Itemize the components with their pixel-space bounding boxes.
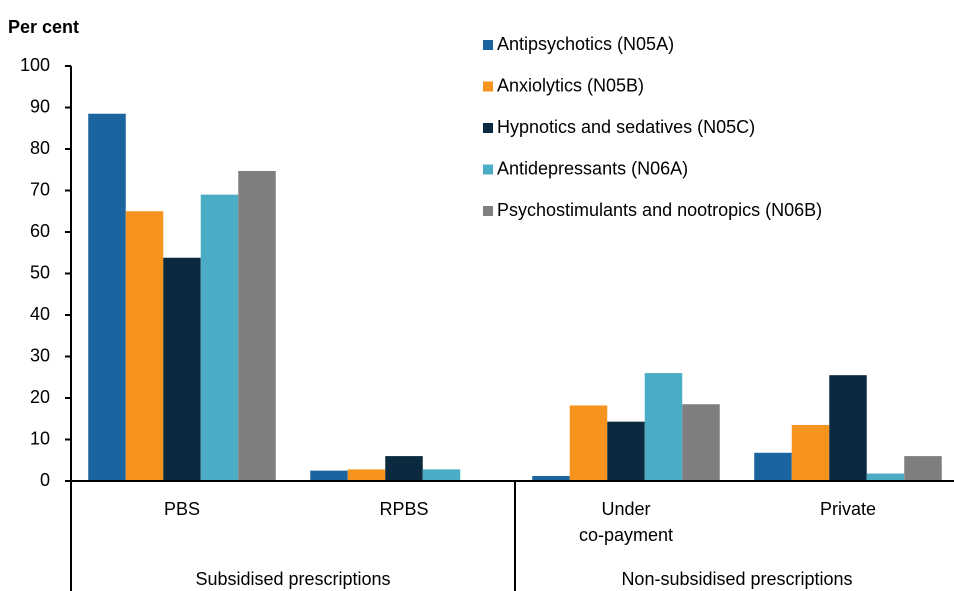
legend-label: Psychostimulants and nootropics (N06B) xyxy=(497,200,822,220)
bar xyxy=(385,456,423,481)
bar xyxy=(88,113,126,481)
x-tick-label: PBS xyxy=(164,499,200,519)
bar xyxy=(904,456,942,481)
bar xyxy=(829,375,867,481)
bar xyxy=(682,404,720,481)
legend-swatch xyxy=(483,206,493,216)
bar xyxy=(866,473,905,481)
x-tick-label: Under co-payment xyxy=(579,499,673,545)
bar xyxy=(310,470,348,481)
bar xyxy=(422,469,461,481)
group-label: Subsidised prescriptions xyxy=(195,569,390,589)
legend-label: Hypnotics and sedatives (N05C) xyxy=(497,117,755,137)
y-tick-label: 20 xyxy=(30,387,50,407)
bar xyxy=(754,452,792,481)
x-tick-label: RPBS xyxy=(379,499,428,519)
y-tick-label: 0 xyxy=(40,470,50,490)
bar xyxy=(791,424,830,481)
y-tick-label: 70 xyxy=(30,179,50,199)
bar xyxy=(200,194,239,481)
legend-label: Antidepressants (N06A) xyxy=(497,158,688,178)
legend-label: Antipsychotics (N05A) xyxy=(497,34,674,54)
y-axis-label: Per cent xyxy=(8,17,79,37)
y-tick-label: 80 xyxy=(30,138,50,158)
legend-swatch xyxy=(483,123,493,133)
x-tick-label: Private xyxy=(820,499,876,519)
legend-swatch xyxy=(483,81,493,92)
bar xyxy=(569,405,608,481)
legend-swatch xyxy=(483,40,493,50)
bar xyxy=(125,211,164,481)
y-tick-label: 50 xyxy=(30,262,50,282)
y-tick-label: 10 xyxy=(30,428,50,448)
bar xyxy=(644,373,683,481)
y-tick-label: 60 xyxy=(30,221,50,241)
bar xyxy=(347,469,386,481)
y-tick-label: 30 xyxy=(30,345,50,365)
bar xyxy=(607,421,645,481)
bar xyxy=(163,257,201,481)
bar xyxy=(238,170,276,481)
y-tick-label: 90 xyxy=(30,96,50,116)
y-tick-label: 100 xyxy=(20,55,50,75)
legend-label: Anxiolytics (N05B) xyxy=(497,75,644,95)
bar xyxy=(532,476,570,481)
group-label: Non-subsidised prescriptions xyxy=(621,569,852,589)
y-tick-label: 40 xyxy=(30,304,50,324)
legend-swatch xyxy=(483,164,493,175)
